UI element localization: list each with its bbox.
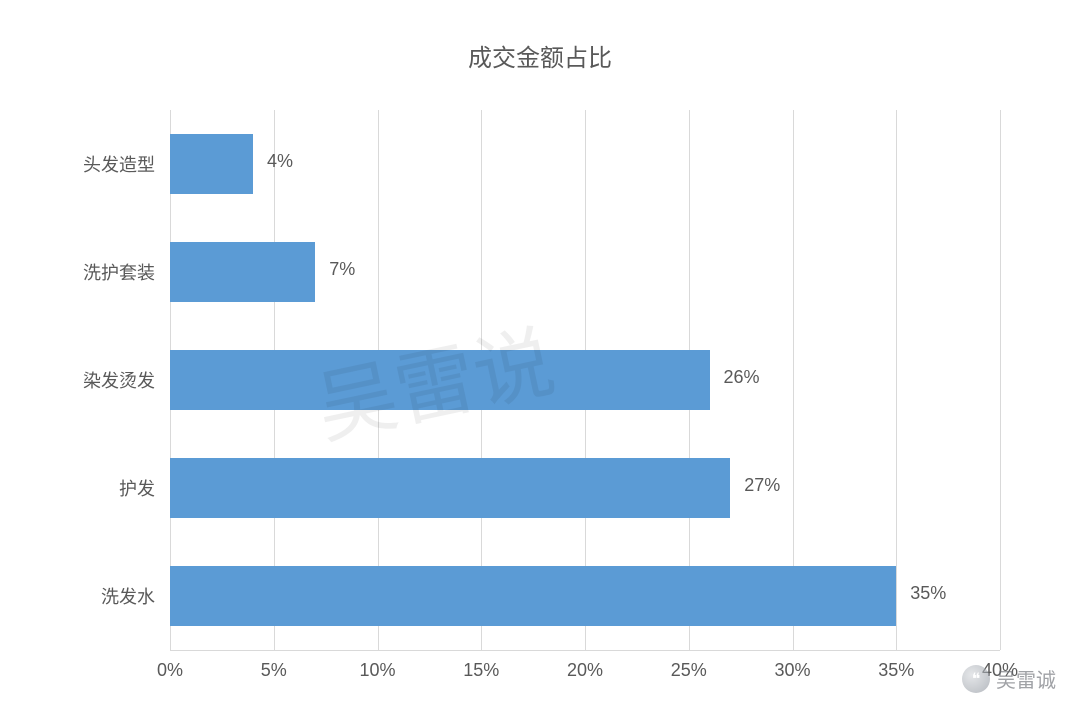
x-tick-label: 20% bbox=[567, 660, 603, 681]
x-tick-label: 25% bbox=[671, 660, 707, 681]
bar bbox=[170, 458, 730, 517]
x-tick-label: 40% bbox=[982, 660, 1018, 681]
gridline bbox=[1000, 110, 1001, 650]
x-tick-label: 15% bbox=[463, 660, 499, 681]
bar bbox=[170, 566, 896, 625]
y-category-label: 洗发水 bbox=[15, 583, 155, 609]
y-category-label: 染发烫发 bbox=[15, 367, 155, 393]
bar bbox=[170, 350, 710, 409]
y-category-label: 护发 bbox=[15, 475, 155, 501]
bar-value-label: 26% bbox=[724, 367, 760, 388]
x-tick-label: 0% bbox=[157, 660, 183, 681]
bar bbox=[170, 242, 315, 301]
plot-area: 0%5%10%15%20%25%30%35%40%4%头发造型7%洗护套装26%… bbox=[170, 110, 1000, 650]
x-tick-label: 5% bbox=[261, 660, 287, 681]
chart-frame: 成交金额占比 0%5%10%15%20%25%30%35%40%4%头发造型7%… bbox=[10, 10, 1070, 707]
y-category-label: 洗护套装 bbox=[15, 259, 155, 285]
bar-value-label: 35% bbox=[910, 583, 946, 604]
y-category-label: 头发造型 bbox=[15, 151, 155, 177]
gridline bbox=[896, 110, 897, 650]
x-tick-label: 10% bbox=[359, 660, 395, 681]
bar-value-label: 4% bbox=[267, 151, 293, 172]
x-tick-label: 30% bbox=[774, 660, 810, 681]
bar-value-label: 7% bbox=[329, 259, 355, 280]
chart-title: 成交金额占比 bbox=[10, 38, 1070, 73]
bar bbox=[170, 134, 253, 193]
bar-value-label: 27% bbox=[744, 475, 780, 496]
x-tick-label: 35% bbox=[878, 660, 914, 681]
x-axis-line bbox=[170, 650, 1000, 651]
